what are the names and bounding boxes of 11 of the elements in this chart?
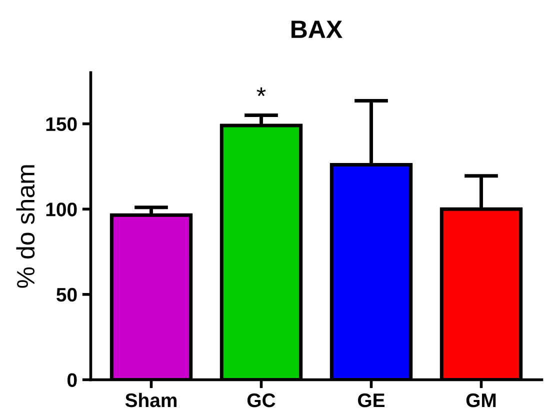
x-tick-label: Sham [125, 392, 177, 408]
x-tick-label: GM [466, 393, 496, 408]
y-axis-title: % do sham [16, 165, 35, 288]
y-tick-label: 0 [68, 373, 77, 387]
y-tick-label: 100 [46, 202, 77, 216]
chart-title: BAX [292, 20, 342, 38]
x-tick-label: GE [358, 393, 385, 408]
y-tick-label: 50 [56, 288, 77, 302]
annotation: * [256, 87, 266, 96]
x-tick-label: GC [247, 393, 276, 408]
y-tick-label: 150 [46, 117, 77, 132]
